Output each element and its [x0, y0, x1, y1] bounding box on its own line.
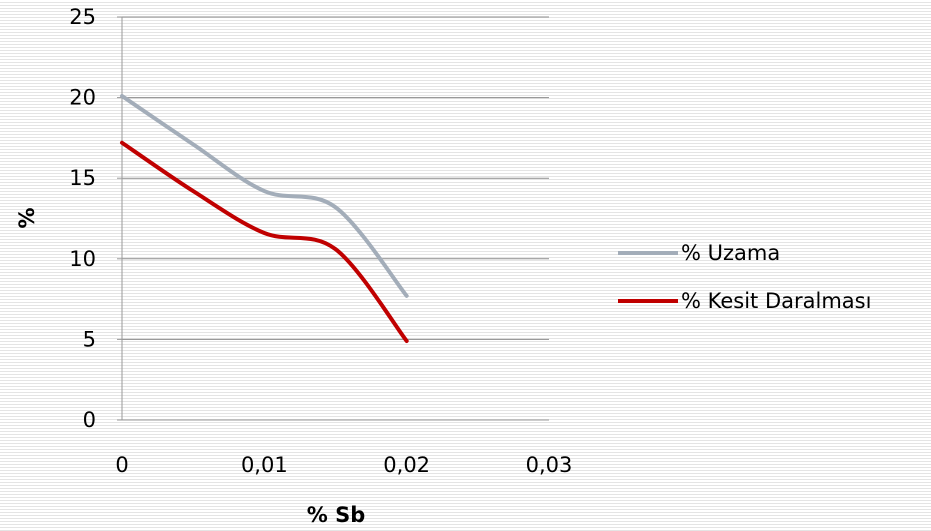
x-axis-title: % Sb [307, 503, 366, 527]
series-line [120, 93, 409, 298]
y-tick-label: 0 [83, 408, 96, 432]
legend-label: % Uzama [681, 241, 780, 265]
y-tick-label: 20 [69, 86, 96, 110]
series-lines [120, 93, 409, 344]
y-tick-label: 15 [69, 166, 96, 190]
x-tick-label: 0,01 [241, 453, 288, 477]
y-tick-labels: 0 5 10 15 20 25 [69, 5, 96, 432]
x-tick-label: 0 [115, 453, 128, 477]
x-tick-label: 0,03 [526, 453, 573, 477]
gridlines [117, 16, 549, 421]
legend: % Uzama % Kesit Daralması [618, 241, 871, 313]
x-tick-labels: 0 0,01 0,02 0,03 [115, 453, 572, 477]
series-line [120, 140, 409, 344]
y-tick-label: 25 [69, 5, 96, 29]
y-tick-label: 10 [69, 247, 96, 271]
legend-label: % Kesit Daralması [681, 289, 871, 313]
y-tick-label: 5 [83, 327, 96, 351]
x-tick-label: 0,02 [383, 453, 430, 477]
y-axis-title: % [15, 207, 39, 228]
